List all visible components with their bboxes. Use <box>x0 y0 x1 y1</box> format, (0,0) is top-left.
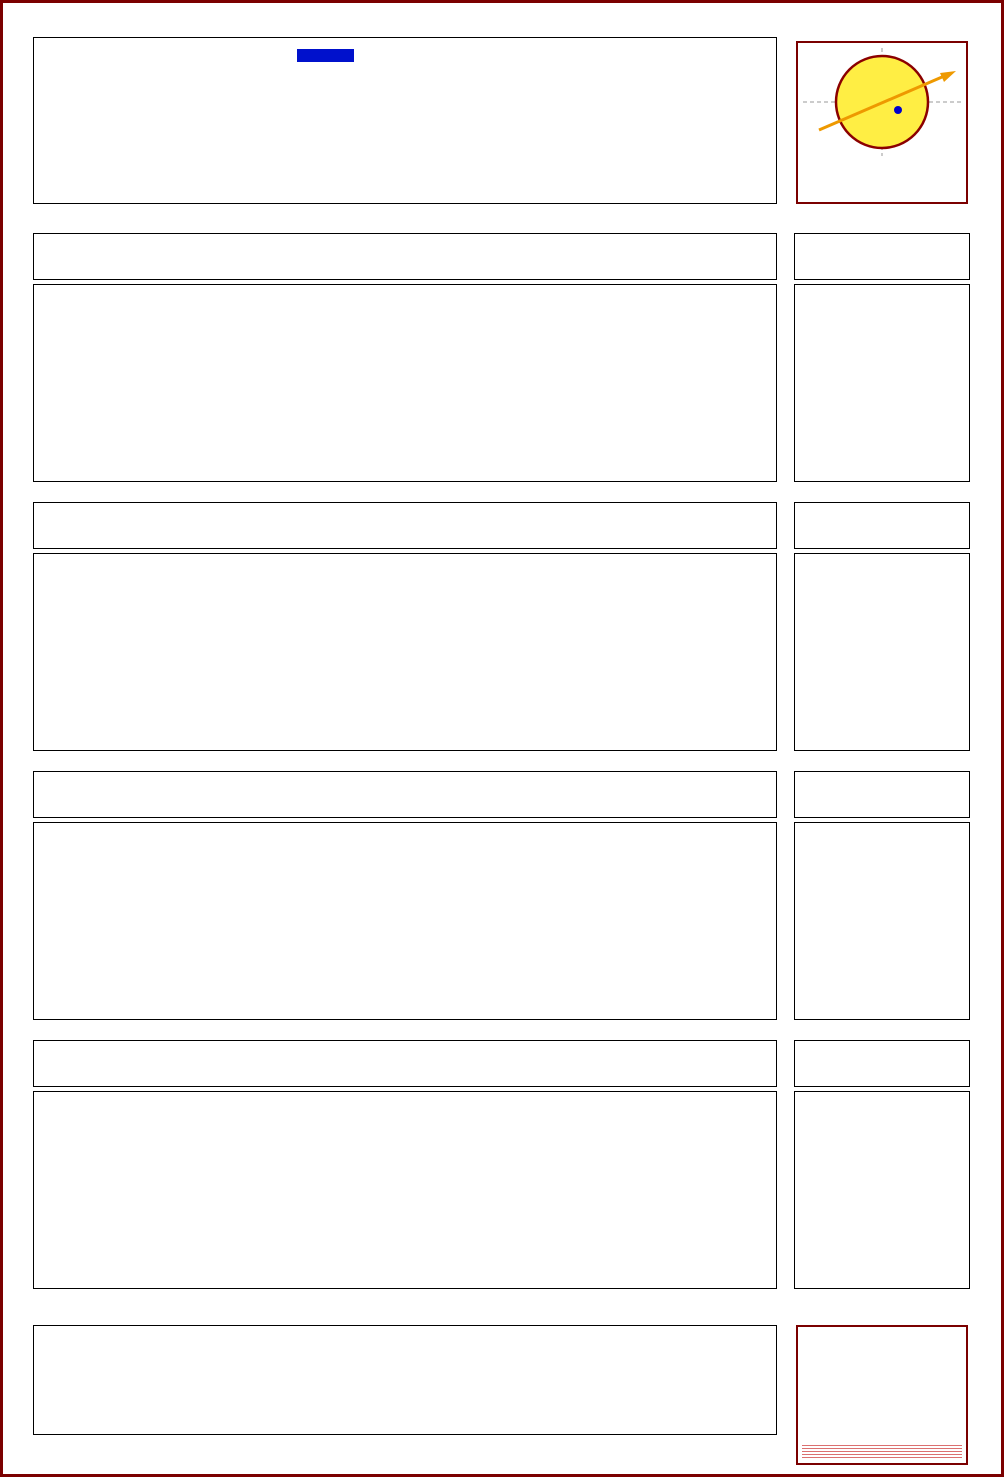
pha-overview-hist-canvas <box>795 1041 969 1086</box>
dump-strip-panel <box>33 771 777 818</box>
spectrogram-panel <box>33 1091 777 1289</box>
dump-strip-panel <box>33 502 777 549</box>
spectrogram-canvas <box>34 554 776 750</box>
pha-overview-hist-canvas <box>795 503 969 548</box>
pha-hist-panel <box>794 1091 970 1289</box>
dump-strip-panel <box>33 233 777 280</box>
pha-hist-panel <box>794 553 970 751</box>
pha-overview-hist-canvas <box>795 234 969 279</box>
spectrogram-panel <box>33 822 777 1020</box>
spectrogram-canvas <box>34 1092 776 1288</box>
rotation-axis-arrowhead <box>940 71 956 82</box>
pha-overview-hist-panel <box>794 1040 970 1087</box>
telemetry-strip-panel <box>33 1441 777 1463</box>
particle-env-canvas <box>34 1326 776 1434</box>
flare-interval-bar <box>297 49 354 62</box>
dump-strip-panel <box>33 1040 777 1087</box>
pha-hist-canvas <box>795 823 969 1019</box>
spectrogram-panel <box>33 553 777 751</box>
goes-lightcurve-canvas <box>34 38 776 203</box>
dump-strip-canvas <box>34 1041 776 1086</box>
pha-hist-panel <box>794 822 970 1020</box>
goes-plot-frame <box>33 37 777 204</box>
rotation-axis-line <box>818 72 950 132</box>
pha-overview-hist-panel <box>794 233 970 280</box>
pha-hist-panel <box>794 284 970 482</box>
pha-overview-hist-panel <box>794 771 970 818</box>
solar-disk-graphic <box>803 48 961 156</box>
dump-strip-canvas <box>34 503 776 548</box>
spectrogram-panel <box>33 284 777 482</box>
telemetry-strip-canvas <box>33 1441 777 1463</box>
spectrogram-canvas <box>34 823 776 1019</box>
particle-env-panel <box>33 1325 777 1435</box>
resik-logo <box>796 1325 968 1465</box>
pha-overview-hist-panel <box>794 502 970 549</box>
pha-hist-canvas <box>795 1092 969 1288</box>
spectrogram-canvas <box>34 285 776 481</box>
active-region-dot <box>894 106 902 114</box>
credit-microtext <box>802 1445 962 1459</box>
pha-hist-canvas <box>795 285 969 481</box>
pha-hist-canvas <box>795 554 969 750</box>
solar-disk-panel <box>796 41 968 204</box>
dump-strip-canvas <box>34 234 776 279</box>
pha-overview-hist-canvas <box>795 772 969 817</box>
dump-strip-canvas <box>34 772 776 817</box>
